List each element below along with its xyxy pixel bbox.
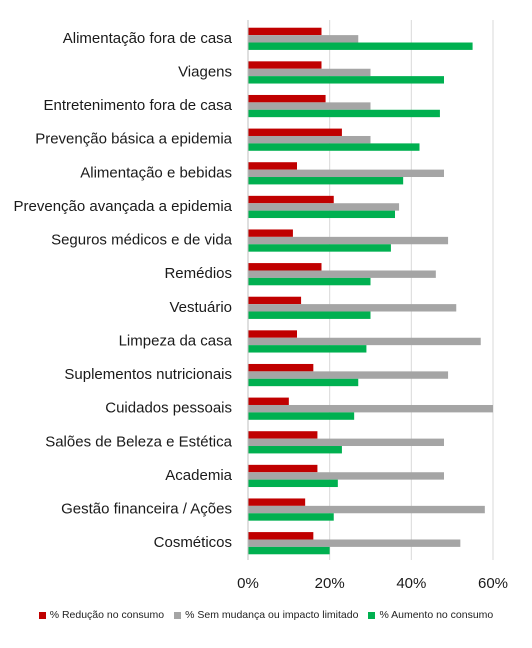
category-label: Vestuário [169, 299, 232, 316]
bar [248, 236, 449, 245]
category-label: Viagens [178, 63, 232, 80]
bar [248, 438, 444, 447]
legend-swatch-aumento [368, 611, 376, 619]
bar [248, 345, 367, 353]
legend-swatch-reducao [38, 611, 46, 619]
category-label: Seguros médicos e de vida [51, 232, 233, 249]
bar [248, 546, 330, 555]
category-label: Academia [165, 467, 232, 484]
bar [248, 203, 400, 211]
bar [248, 135, 371, 144]
bar [248, 431, 318, 439]
legend-item-sem-mudanca: % Sem mudança ou impacto limitado [174, 609, 358, 621]
bar [248, 128, 342, 136]
bar [248, 42, 473, 50]
category-label: Salões de Beleza e Estética [45, 433, 232, 450]
x-axis-ticks: 0% 20% 40% 60% [237, 575, 508, 592]
bar [248, 464, 318, 473]
bar [248, 27, 322, 36]
category-label: Entretenimento fora de casa [44, 97, 233, 114]
legend-label-reducao: % Redução no consumo [49, 609, 165, 621]
bar [248, 513, 334, 521]
bar [248, 363, 314, 372]
bar [248, 311, 371, 319]
bar [248, 143, 420, 151]
category-label: Remédios [164, 265, 232, 282]
bar [248, 337, 481, 346]
bar [248, 263, 322, 271]
tick-label: 60% [478, 575, 508, 592]
bar [248, 195, 334, 204]
bar [248, 76, 444, 84]
bar [248, 371, 449, 379]
category-label: Cuidados pessoais [105, 400, 232, 417]
bar [248, 270, 436, 278]
bar [248, 479, 338, 488]
category-label: Prevenção avançada a epidemia [14, 198, 233, 215]
bar [248, 177, 404, 185]
legend-label-sem-mudanca: % Sem mudança ou impacto limitado [185, 609, 359, 621]
bar [248, 94, 326, 103]
tick-label: 20% [315, 575, 345, 592]
bar [248, 35, 359, 43]
bar [248, 102, 371, 110]
bar [248, 277, 371, 286]
bar [248, 296, 302, 305]
tick-label: 0% [237, 575, 259, 592]
bar [248, 412, 355, 420]
tick-label: 40% [396, 575, 426, 592]
legend-label-aumento: % Aumento no consumo [379, 609, 494, 621]
bar [248, 61, 322, 69]
category-label: Alimentação e bebidas [80, 164, 232, 181]
legend-item-aumento: % Aumento no consumo [368, 609, 493, 621]
bar [248, 109, 440, 118]
bar [248, 505, 485, 514]
bar [248, 169, 444, 178]
category-label: Suplementos nutricionais [64, 366, 232, 383]
bar [248, 404, 493, 413]
legend-item-reducao: % Redução no consumo [38, 609, 165, 621]
bar [248, 304, 457, 312]
category-label: Limpeza da casa [119, 332, 233, 349]
bar [248, 397, 289, 405]
bar [248, 330, 297, 338]
bar [248, 532, 314, 540]
legend: % Redução no consumo % Sem mudança ou im… [0, 604, 532, 626]
bars [248, 27, 493, 555]
bar [248, 472, 444, 480]
bar [248, 229, 293, 237]
bar [248, 68, 371, 77]
bar [248, 446, 342, 454]
category-labels: Alimentação fora de casa Viagens Entreteni… [14, 30, 233, 551]
bar [248, 162, 297, 170]
bar [248, 210, 395, 219]
bar [248, 244, 391, 252]
category-label: Cosméticos [154, 534, 232, 551]
bar [248, 498, 306, 506]
category-label: Prevenção básica a epidemia [35, 131, 232, 148]
bar [248, 378, 359, 387]
category-label: Gestão financeira / Ações [61, 501, 232, 518]
bar [248, 539, 461, 547]
legend-swatch-sem-mudanca [174, 611, 182, 619]
category-label: Alimentação fora de casa [63, 30, 233, 47]
